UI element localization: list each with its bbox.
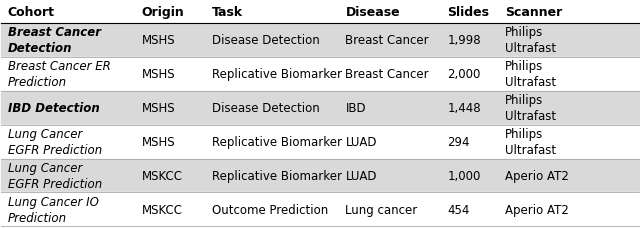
Bar <box>1 91 639 125</box>
Text: Replicative Biomarker: Replicative Biomarker <box>212 68 342 81</box>
Text: Philips
Ultrafast: Philips Ultrafast <box>505 60 556 89</box>
Text: Disease Detection: Disease Detection <box>212 34 319 47</box>
Text: 1,000: 1,000 <box>447 169 481 182</box>
Text: Task: Task <box>212 6 243 19</box>
Text: 294: 294 <box>447 136 470 148</box>
Text: Aperio AT2: Aperio AT2 <box>505 169 569 182</box>
Text: MSKCC: MSKCC <box>141 169 182 182</box>
Text: Scanner: Scanner <box>505 6 562 19</box>
Text: Breast Cancer
Detection: Breast Cancer Detection <box>8 26 100 55</box>
Text: Replicative Biomarker: Replicative Biomarker <box>212 169 342 182</box>
Text: 2,000: 2,000 <box>447 68 481 81</box>
Text: Disease Detection: Disease Detection <box>212 102 319 115</box>
Text: LUAD: LUAD <box>346 136 377 148</box>
Bar <box>1 58 639 91</box>
Text: Breast Cancer ER
Prediction: Breast Cancer ER Prediction <box>8 60 111 89</box>
Text: Lung Cancer IO
Prediction: Lung Cancer IO Prediction <box>8 195 99 224</box>
Text: MSHS: MSHS <box>141 136 175 148</box>
Text: Philips
Ultrafast: Philips Ultrafast <box>505 26 556 55</box>
Bar <box>1 24 639 58</box>
Text: Lung Cancer
EGFR Prediction: Lung Cancer EGFR Prediction <box>8 128 102 156</box>
Text: Slides: Slides <box>447 6 490 19</box>
Text: 1,448: 1,448 <box>447 102 481 115</box>
Text: Lung Cancer
EGFR Prediction: Lung Cancer EGFR Prediction <box>8 161 102 190</box>
Text: MSKCC: MSKCC <box>141 203 182 216</box>
Text: Lung cancer: Lung cancer <box>346 203 418 216</box>
Text: Breast Cancer: Breast Cancer <box>346 68 429 81</box>
Text: Philips
Ultrafast: Philips Ultrafast <box>505 94 556 123</box>
Text: MSHS: MSHS <box>141 34 175 47</box>
Text: Disease: Disease <box>346 6 400 19</box>
Text: MSHS: MSHS <box>141 68 175 81</box>
Text: IBD Detection: IBD Detection <box>8 102 99 115</box>
Bar <box>1 159 639 193</box>
Bar <box>1 193 639 226</box>
Text: IBD: IBD <box>346 102 366 115</box>
Bar <box>1 125 639 159</box>
Text: 1,998: 1,998 <box>447 34 481 47</box>
Text: LUAD: LUAD <box>346 169 377 182</box>
Text: Outcome Prediction: Outcome Prediction <box>212 203 328 216</box>
Text: Origin: Origin <box>141 6 184 19</box>
Text: MSHS: MSHS <box>141 102 175 115</box>
Text: Cohort: Cohort <box>8 6 55 19</box>
Text: Replicative Biomarker: Replicative Biomarker <box>212 136 342 148</box>
Bar <box>1 1 639 24</box>
Text: Breast Cancer: Breast Cancer <box>346 34 429 47</box>
Text: 454: 454 <box>447 203 470 216</box>
Text: Aperio AT2: Aperio AT2 <box>505 203 569 216</box>
Text: Philips
Ultrafast: Philips Ultrafast <box>505 128 556 156</box>
